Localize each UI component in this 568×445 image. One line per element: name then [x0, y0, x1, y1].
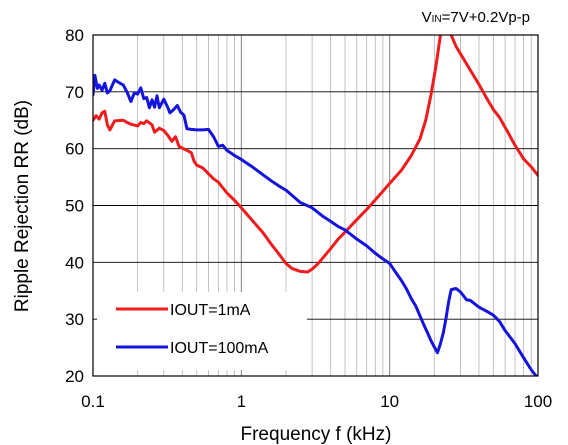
condition-suffix: =7V+0.2Vp-p	[442, 9, 530, 26]
legend-label-1mA: IOUT=1mA	[170, 302, 251, 319]
y-tick-label: 30	[65, 310, 84, 329]
x-tick-label: 0.1	[81, 392, 105, 411]
x-tick-label: 10	[380, 392, 399, 411]
legend-box	[97, 292, 307, 370]
y-tick-labels: 20 30 40 50 60 70 80	[65, 26, 84, 386]
condition-subscript: IN	[432, 14, 442, 25]
series-line-iout-1ma	[93, 35, 538, 274]
y-tick-label: 70	[65, 83, 84, 102]
legend: IOUT=1mA IOUT=100mA	[97, 292, 307, 370]
y-tick-label: 40	[65, 253, 84, 272]
plot-frame	[92, 34, 539, 377]
x-tick-labels: 0.1 1 10 100	[81, 392, 552, 411]
y-tick-label: 20	[65, 367, 84, 386]
legend-label-100mA: IOUT=100mA	[170, 340, 269, 357]
x-axis-title: Frequency f (kHz)	[241, 424, 392, 445]
y-axis-title: Ripple Rejection RR (dB)	[12, 100, 33, 312]
y-tick-label: 60	[65, 140, 84, 159]
x-tick-label: 1	[237, 392, 246, 411]
x-tick-label: 100	[524, 392, 552, 411]
y-tick-label: 50	[65, 197, 84, 216]
series-layer	[93, 35, 538, 376]
grid-lines	[93, 35, 538, 376]
condition-prefix: V	[422, 9, 432, 26]
series-line-iout-100ma	[93, 73, 538, 376]
condition-label: VIN=7V+0.2Vp-p	[422, 9, 530, 26]
y-tick-label: 80	[65, 26, 84, 45]
